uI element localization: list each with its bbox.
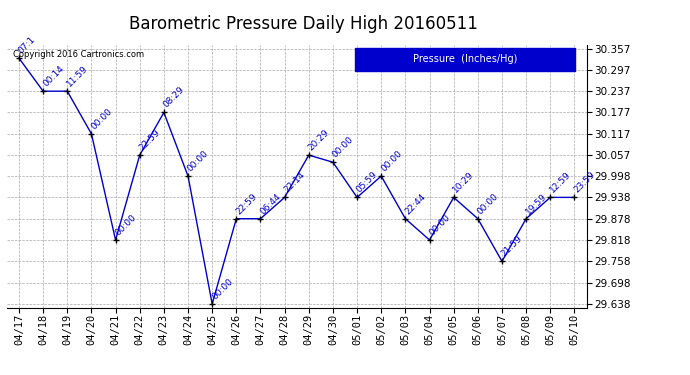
Text: 22:44: 22:44 [403, 192, 428, 216]
Text: 00:00: 00:00 [475, 191, 500, 216]
Text: 00:00: 00:00 [210, 276, 235, 301]
Text: 12:59: 12:59 [548, 170, 573, 195]
Text: 20:29: 20:29 [306, 128, 331, 152]
Text: 23:59: 23:59 [572, 170, 597, 195]
Text: 10:29: 10:29 [451, 170, 476, 195]
Text: 00:14: 00:14 [41, 64, 66, 88]
Text: 08:29: 08:29 [161, 85, 186, 110]
FancyBboxPatch shape [355, 48, 575, 71]
Text: 00:00: 00:00 [186, 148, 210, 173]
Text: 00:00: 00:00 [113, 213, 138, 237]
Text: 00:00: 00:00 [379, 148, 404, 173]
Text: 00:00: 00:00 [89, 106, 114, 131]
Text: 22:14: 22:14 [282, 170, 307, 195]
Text: 00:00: 00:00 [331, 135, 355, 159]
Text: 07:1: 07:1 [17, 35, 37, 56]
Text: 22:59: 22:59 [234, 191, 259, 216]
Text: 00:00: 00:00 [427, 213, 452, 237]
Text: 19:59: 19:59 [524, 191, 549, 216]
Text: 06:44: 06:44 [258, 191, 283, 216]
Text: 05:59: 05:59 [355, 170, 380, 195]
Text: Barometric Pressure Daily High 20160511: Barometric Pressure Daily High 20160511 [129, 15, 478, 33]
Text: 11:59: 11:59 [65, 64, 90, 88]
Text: Pressure  (Inches/Hg): Pressure (Inches/Hg) [413, 54, 517, 64]
Text: 21:59: 21:59 [500, 234, 524, 258]
Text: 22:59: 22:59 [137, 128, 162, 152]
Text: Copyright 2016 Cartronics.com: Copyright 2016 Cartronics.com [12, 50, 144, 59]
